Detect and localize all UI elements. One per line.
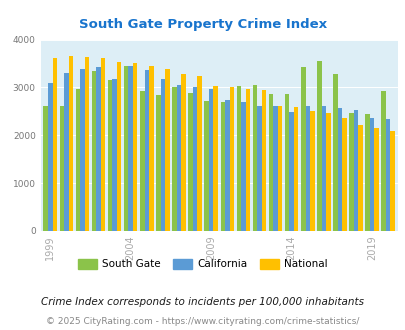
Bar xyxy=(192,87,197,231)
Bar xyxy=(156,95,160,231)
Bar xyxy=(60,106,64,231)
Bar xyxy=(188,93,192,231)
Bar xyxy=(112,79,117,231)
Text: © 2025 CityRating.com - https://www.cityrating.com/crime-statistics/: © 2025 CityRating.com - https://www.city… xyxy=(46,317,359,326)
Bar xyxy=(85,57,89,231)
Bar xyxy=(337,108,341,231)
Bar xyxy=(144,70,149,231)
Bar xyxy=(277,106,281,231)
Bar xyxy=(289,112,293,231)
Bar xyxy=(181,74,185,231)
Bar xyxy=(149,66,153,231)
Bar xyxy=(341,118,346,231)
Bar xyxy=(300,67,305,231)
Bar xyxy=(160,79,165,231)
Bar xyxy=(390,131,394,231)
Bar xyxy=(309,112,314,231)
Bar xyxy=(80,69,85,231)
Bar xyxy=(117,62,121,231)
Bar xyxy=(128,66,133,231)
Bar xyxy=(172,87,176,231)
Bar xyxy=(245,89,249,231)
Bar xyxy=(209,89,213,231)
Bar xyxy=(229,87,233,231)
Bar xyxy=(133,63,137,231)
Legend: South Gate, California, National: South Gate, California, National xyxy=(74,255,331,274)
Bar xyxy=(325,113,330,231)
Bar xyxy=(261,90,266,231)
Bar xyxy=(68,56,73,231)
Bar xyxy=(333,74,337,231)
Bar xyxy=(92,71,96,231)
Bar xyxy=(165,69,169,231)
Bar xyxy=(220,102,224,231)
Bar xyxy=(273,106,277,231)
Bar xyxy=(213,86,217,231)
Bar xyxy=(364,114,369,231)
Bar xyxy=(385,118,390,231)
Bar xyxy=(236,85,241,231)
Bar xyxy=(252,84,257,231)
Text: South Gate Property Crime Index: South Gate Property Crime Index xyxy=(79,18,326,31)
Bar xyxy=(348,113,353,231)
Bar xyxy=(75,89,80,231)
Bar xyxy=(369,117,373,231)
Bar xyxy=(293,107,298,231)
Bar xyxy=(124,66,128,231)
Bar xyxy=(268,94,273,231)
Bar xyxy=(197,77,201,231)
Bar xyxy=(204,101,209,231)
Bar xyxy=(284,94,289,231)
Bar xyxy=(64,73,68,231)
Bar xyxy=(96,67,100,231)
Bar xyxy=(108,80,112,231)
Bar xyxy=(241,102,245,231)
Bar xyxy=(100,58,105,231)
Bar xyxy=(316,61,321,231)
Bar xyxy=(305,106,309,231)
Bar xyxy=(353,110,357,231)
Text: Crime Index corresponds to incidents per 100,000 inhabitants: Crime Index corresponds to incidents per… xyxy=(41,297,364,307)
Bar xyxy=(373,128,378,231)
Bar xyxy=(43,106,48,231)
Bar xyxy=(176,84,181,231)
Bar xyxy=(52,58,57,231)
Bar xyxy=(48,83,52,231)
Bar xyxy=(381,91,385,231)
Bar xyxy=(257,106,261,231)
Bar xyxy=(357,125,362,231)
Bar xyxy=(140,91,144,231)
Bar xyxy=(321,106,325,231)
Bar xyxy=(224,100,229,231)
